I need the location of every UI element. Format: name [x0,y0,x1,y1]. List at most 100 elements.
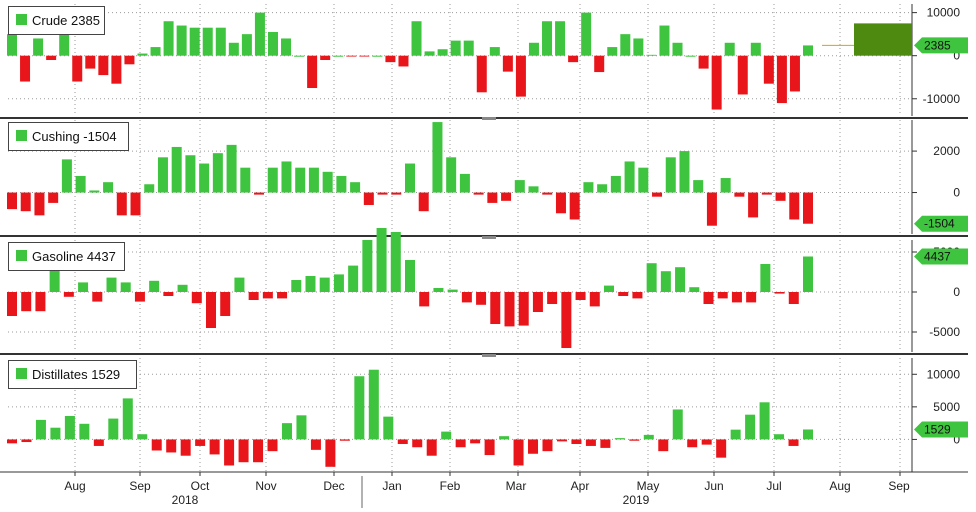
last-value-label: 4437 [924,250,951,264]
bar [716,439,727,458]
bar [163,21,174,56]
bar [665,157,676,193]
bar [528,42,539,56]
bar [737,55,748,95]
bar [643,434,654,440]
bar [581,12,592,56]
bar [226,144,237,193]
bar [195,439,206,446]
bar [20,55,31,82]
bar [620,34,631,56]
bar [137,434,148,440]
bar [788,439,799,446]
bar [571,439,582,444]
bar [803,45,813,56]
bar [150,47,161,56]
bar [633,38,644,56]
bar [354,376,365,440]
legend-swatch [16,130,27,141]
bar [144,184,155,193]
bar [589,292,600,307]
bar [377,192,388,195]
bar [171,146,182,193]
bar [412,439,423,448]
x-month-label: Jul [766,479,781,493]
bar [689,287,700,292]
bar [556,439,567,442]
bar [35,419,46,440]
bar [638,167,649,193]
bar [502,55,513,72]
bar [234,277,245,292]
bar [78,282,89,292]
bar [461,292,472,303]
x-month-label: Mar [506,479,527,493]
bar [575,292,586,300]
panel-cushing: 2000 0 -1504 Cushing -1504 [7,120,968,234]
bar [489,47,500,56]
bar [333,55,344,57]
bar [305,276,316,292]
bar [711,55,722,110]
bar [189,27,200,56]
x-month-label: May [637,479,660,493]
bar [209,439,220,455]
bar [760,264,771,292]
bar [346,55,357,57]
bar [281,423,292,440]
bar [21,292,32,312]
bar [215,27,226,56]
bar [199,163,210,193]
bar [745,414,756,440]
bar [120,282,131,292]
last-value-label: 1529 [924,422,951,436]
bar [447,289,458,292]
bar [339,439,350,441]
bar [759,402,770,440]
bar [295,167,306,193]
bar [542,192,553,195]
bar [363,192,374,205]
bar [368,369,379,440]
bar [547,292,558,304]
bar [325,439,336,467]
bar [124,55,135,65]
bar [397,439,408,444]
bar [241,34,252,56]
bar [111,55,122,84]
bar [20,192,31,212]
bar [248,292,259,300]
bar [597,184,608,193]
bar [134,292,145,302]
bar [180,439,191,456]
bar [703,292,714,304]
bar [267,32,278,56]
y-tick-label: 0 [953,285,960,299]
y-tick-label: -5000 [929,325,960,339]
bar [122,398,133,440]
last-value-label: -1504 [924,217,955,231]
bar [362,240,373,292]
bar [291,280,302,292]
bar [98,55,109,76]
bar [333,274,344,292]
bar [130,192,141,216]
bar [79,423,90,440]
bar [515,55,526,97]
bar [151,439,162,451]
bar [731,292,742,303]
bar [730,429,741,440]
bar [59,29,70,56]
bar [629,439,640,441]
legend-label: Distillates 1529 [32,367,120,382]
bar [390,232,401,292]
bar [220,292,231,316]
bar [504,292,515,327]
x-month-label: Aug [64,479,85,493]
bar [528,186,539,193]
bar [48,192,59,203]
bar [254,192,265,195]
bar [487,192,498,203]
bar [411,21,422,56]
